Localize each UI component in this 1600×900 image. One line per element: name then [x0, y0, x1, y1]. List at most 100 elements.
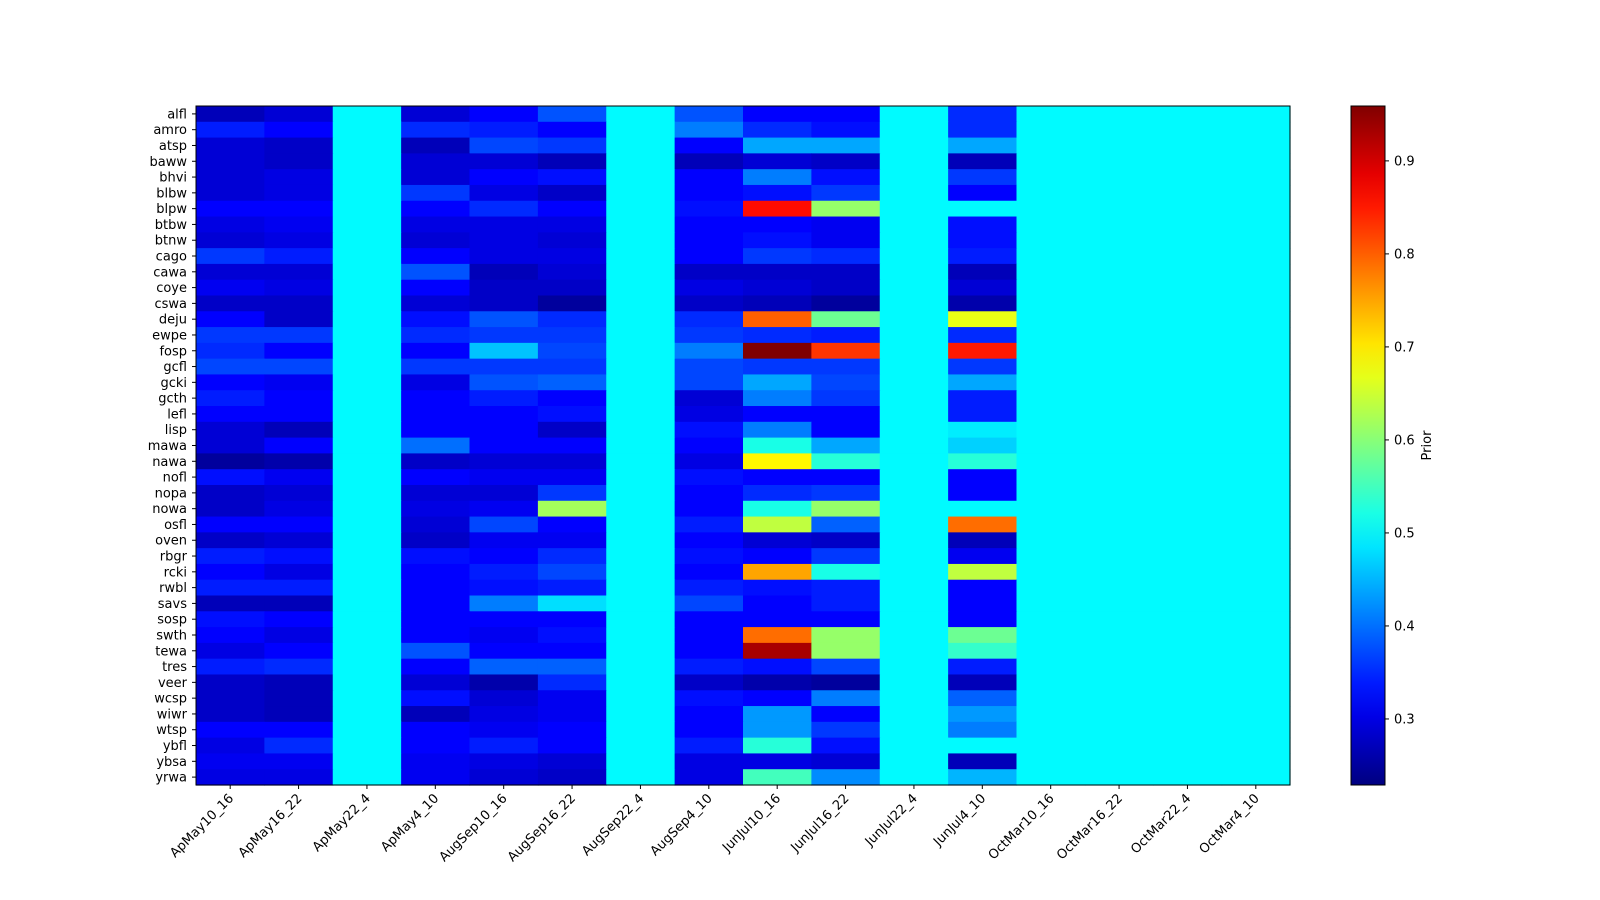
heatmap-cell — [469, 248, 539, 265]
heatmap-cell — [606, 248, 676, 265]
heatmap-cell — [196, 374, 265, 391]
heatmap-cell — [1153, 263, 1223, 281]
heatmap-cell — [743, 563, 812, 581]
heatmap-cell — [743, 406, 812, 423]
heatmap-cell — [1153, 658, 1223, 676]
heatmap-cell — [469, 437, 539, 454]
y-tick-label: rwbl — [159, 581, 187, 596]
heatmap-cell — [469, 721, 539, 739]
heatmap-cell — [264, 500, 334, 518]
heatmap-cell — [196, 611, 265, 628]
heatmap-cell — [606, 706, 676, 723]
y-tick-label: wcsp — [154, 692, 187, 707]
heatmap-cell — [811, 721, 881, 739]
heatmap-cell — [606, 690, 676, 707]
heatmap-cell — [469, 563, 539, 581]
heatmap-cell — [674, 279, 744, 297]
heatmap-cell — [1084, 627, 1154, 644]
y-tick-label: sosp — [157, 613, 187, 628]
heatmap-cell — [1221, 516, 1291, 533]
heatmap-cell — [332, 169, 402, 186]
heatmap-cell — [401, 327, 471, 344]
heatmap-cell — [1016, 216, 1086, 233]
heatmap-cell — [1084, 421, 1154, 439]
heatmap-cell — [1016, 690, 1086, 707]
heatmap-cell — [811, 674, 881, 691]
heatmap-cell — [1016, 453, 1086, 470]
heatmap-cell — [948, 295, 1018, 312]
heatmap-cell — [196, 184, 265, 202]
heatmap-cell — [811, 406, 881, 423]
y-tick-label: ybsa — [156, 755, 187, 770]
heatmap-cell — [401, 295, 471, 312]
heatmap-cell — [743, 658, 812, 676]
heatmap-cell — [1221, 548, 1291, 565]
colorbar-ticks: 0.3 0.4 0.5 0.6 0.7 0.8 0.9 — [1385, 154, 1415, 727]
y-tick-label: savs — [158, 597, 187, 612]
heatmap-cell — [1016, 327, 1086, 344]
heatmap-cell — [537, 642, 607, 660]
heatmap-cell — [674, 232, 744, 249]
heatmap-cell — [743, 737, 812, 755]
heatmap-cell — [811, 642, 881, 660]
y-tick-label: baww — [150, 155, 188, 170]
heatmap-cell — [196, 484, 265, 502]
heatmap-cell — [948, 595, 1018, 612]
heatmap-cell — [879, 232, 949, 249]
heatmap-cell — [332, 137, 402, 154]
heatmap-cell — [948, 721, 1018, 739]
heatmap-cell — [401, 184, 471, 202]
heatmap-cell — [196, 421, 265, 439]
heatmap-cell — [743, 106, 812, 123]
heatmap-cell — [332, 437, 402, 454]
heatmap-cell — [1221, 248, 1291, 265]
heatmap-cell — [879, 406, 949, 423]
heatmap-cell — [1153, 690, 1223, 707]
heatmap-cell — [1016, 200, 1086, 218]
heatmap-cell — [1153, 342, 1223, 360]
heatmap-cell — [264, 137, 334, 154]
heatmap-cell — [811, 690, 881, 707]
heatmap-cell — [1153, 248, 1223, 265]
y-tick-label: nawa — [152, 455, 187, 470]
heatmap-cell — [332, 469, 402, 486]
heatmap-cell — [1016, 737, 1086, 755]
colorbar-tick-label: 0.7 — [1394, 340, 1415, 355]
heatmap-cell — [1153, 295, 1223, 312]
heatmap-cell — [1016, 611, 1086, 628]
heatmap-cell — [606, 769, 676, 786]
heatmap-cell — [332, 500, 402, 518]
heatmap-cell — [196, 342, 265, 360]
heatmap-cell — [537, 753, 607, 770]
heatmap-cell — [332, 706, 402, 723]
heatmap-cell — [948, 374, 1018, 391]
heatmap-cell — [948, 311, 1018, 328]
heatmap-cell — [401, 595, 471, 612]
heatmap-cell — [264, 658, 334, 676]
heatmap-cell — [196, 169, 265, 186]
heatmap-cell — [1084, 579, 1154, 597]
heatmap-cell — [606, 121, 676, 139]
heatmap-cell — [743, 374, 812, 391]
heatmap-cell — [264, 232, 334, 249]
heatmap-cell — [264, 563, 334, 581]
colorbar-gradient — [1350, 105, 1386, 786]
heatmap-cell — [743, 579, 812, 597]
heatmap-cell — [469, 706, 539, 723]
colorbar-tick-label: 0.9 — [1394, 154, 1415, 169]
heatmap-cell — [1084, 690, 1154, 707]
heatmap-cell — [264, 484, 334, 502]
heatmap-cell — [1153, 437, 1223, 454]
heatmap-cell — [743, 295, 812, 312]
heatmap-cell — [1153, 595, 1223, 612]
heatmap-cell — [879, 295, 949, 312]
heatmap-cell — [1016, 406, 1086, 423]
heatmap-cell — [606, 216, 676, 233]
heatmap-cell — [1221, 327, 1291, 344]
heatmap-cell — [469, 484, 539, 502]
heatmap-cell — [1084, 532, 1154, 549]
heatmap-cell — [264, 595, 334, 612]
heatmap-cell — [1016, 295, 1086, 312]
heatmap-cell — [1221, 469, 1291, 486]
